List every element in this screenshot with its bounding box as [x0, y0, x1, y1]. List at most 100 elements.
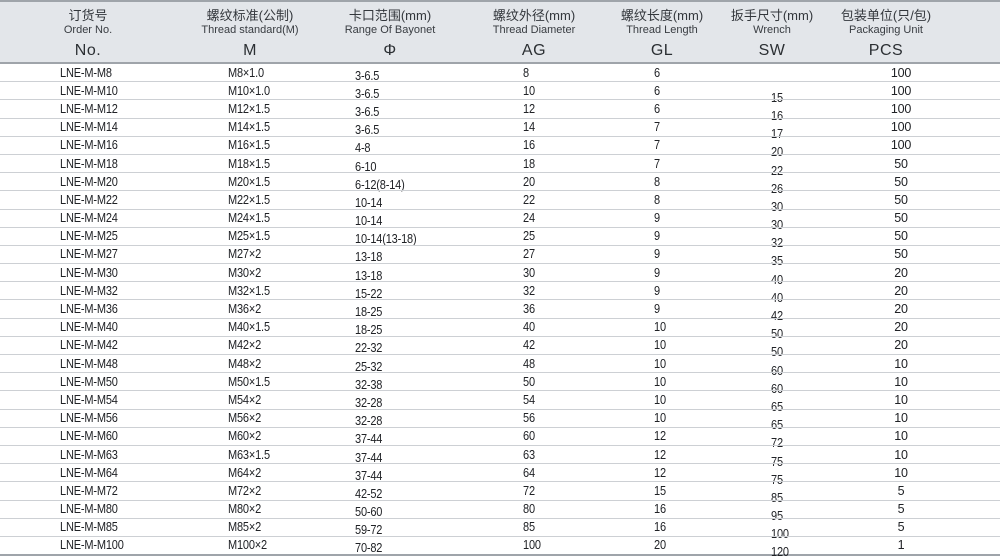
table-row: LNE-M-M56 M56×2 32-28 56 10 65 10: [0, 408, 1000, 432]
cell-packaging-unit: 100: [890, 83, 912, 98]
cell-thread-diameter: 85: [523, 520, 535, 535]
cell-packaging-unit: 50: [894, 247, 908, 262]
cell-thread-standard: M63×1.5: [228, 447, 270, 462]
cell-wrench-size: 42: [771, 309, 783, 324]
header-en-label: Range Of Bayonet: [344, 24, 436, 36]
cell-packaging-unit: 5: [897, 502, 905, 517]
cell-bayonet-range: 10-14: [355, 195, 383, 210]
cell-packaging-unit: 10: [894, 356, 908, 371]
cell-order-no: LNE-M-M32: [60, 283, 118, 298]
cell-thread-standard: M12×1.5: [228, 101, 270, 116]
cell-packaging-unit: 100: [890, 101, 912, 116]
cell-order-no: LNE-M-M85: [60, 520, 118, 535]
table-row: LNE-M-M63 M63×1.5 37-44 63 12 75 10: [0, 444, 1000, 469]
cell-bayonet-range: 42-52: [355, 486, 383, 501]
cell-bayonet-range: 3-6.5: [355, 123, 380, 138]
cell-thread-length: 9: [654, 229, 660, 244]
table-row: LNE-M-M60 M60×2 37-44 60 12 72 10: [0, 426, 1000, 450]
cell-packaging-unit: 100: [890, 138, 912, 153]
cell-thread-length: 10: [654, 374, 666, 389]
table-row: LNE-M-M24 M24×1.5 10-14 24 9 30 50: [0, 208, 1000, 232]
cell-order-no: LNE-M-M42: [60, 338, 118, 353]
cell-packaging-unit: 50: [894, 192, 908, 207]
header-zh-label: 订货号: [68, 8, 108, 23]
cell-order-no: LNE-M-M40: [60, 320, 118, 335]
cell-bayonet-range: 37-44: [355, 432, 383, 447]
cell-thread-length: 8: [654, 192, 660, 207]
cell-bayonet-range: 18-25: [355, 323, 383, 338]
cell-thread-diameter: 80: [523, 502, 535, 517]
cell-thread-length: 10: [654, 338, 666, 353]
header-code: Φ: [383, 42, 397, 59]
cell-wrench-size: 72: [771, 436, 783, 451]
cell-order-no: LNE-M-M80: [60, 502, 118, 517]
table-row: LNE-M-M10 M10×1.0 3-6.5 10 6 15 100: [0, 81, 1000, 105]
cell-order-no: LNE-M-M30: [60, 265, 118, 280]
cell-thread-length: 6: [654, 83, 660, 98]
cell-order-no: LNE-M-M60: [60, 429, 118, 444]
cell-bayonet-range: 3-6.5: [355, 86, 380, 101]
header-en-label: Thread Length: [626, 24, 698, 36]
cell-order-no: LNE-M-M50: [60, 374, 118, 389]
cell-thread-standard: M30×2: [228, 265, 262, 280]
cell-bayonet-range: 13-18: [355, 250, 383, 265]
cell-thread-diameter: 10: [523, 83, 535, 98]
cell-thread-standard: M20×1.5: [228, 174, 270, 189]
cell-order-no: LNE-M-M20: [60, 174, 118, 189]
header-code: AG: [521, 42, 547, 59]
cell-thread-diameter: 50: [523, 374, 535, 389]
table-row: LNE-M-M30 M30×2 13-18 30 9 40 20: [0, 263, 1000, 287]
cell-thread-standard: M22×1.5: [228, 192, 270, 207]
cell-thread-standard: M54×2: [228, 392, 262, 407]
table-row: LNE-M-M16 M16×1.5 4-8 16 7 20 100: [0, 135, 1000, 159]
table-row: LNE-M-M27 M27×2 13-18 27 9 35 50: [0, 244, 1000, 268]
cell-thread-diameter: 72: [523, 483, 535, 498]
cell-order-no: LNE-M-M22: [60, 192, 118, 207]
cell-thread-diameter: 27: [523, 247, 535, 262]
cell-order-no: LNE-M-M16: [60, 138, 118, 153]
cell-bayonet-range: 37-44: [355, 468, 383, 483]
cell-thread-standard: M32×1.5: [228, 283, 270, 298]
cell-order-no: LNE-M-M12: [60, 101, 118, 116]
cell-thread-standard: M25×1.5: [228, 229, 270, 244]
header-code: SW: [758, 42, 786, 59]
header-code: M: [243, 42, 257, 59]
table-row: LNE-M-M40 M40×1.5 18-25 40 10 50 20: [0, 317, 1000, 341]
cell-thread-diameter: 100: [523, 538, 541, 553]
cell-order-no: LNE-M-M100: [60, 538, 124, 553]
cell-wrench-size: 17: [771, 127, 783, 142]
cell-thread-length: 7: [654, 156, 660, 171]
cell-thread-diameter: 42: [523, 338, 535, 353]
cell-thread-length: 9: [654, 302, 660, 317]
cell-thread-standard: M56×2: [228, 411, 262, 426]
cell-thread-diameter: 24: [523, 211, 535, 226]
header-zh-label: 螺纹长度(mm): [620, 8, 704, 23]
cell-packaging-unit: 20: [894, 338, 908, 353]
header-code: PCS: [868, 42, 904, 59]
cell-order-no: LNE-M-M14: [60, 120, 118, 135]
cell-packaging-unit: 10: [894, 447, 908, 462]
cell-packaging-unit: 10: [894, 465, 908, 480]
cell-thread-standard: M14×1.5: [228, 120, 270, 135]
cell-thread-length: 20: [654, 538, 666, 553]
cell-packaging-unit: 20: [894, 320, 908, 335]
cell-order-no: LNE-M-M25: [60, 229, 118, 244]
cell-order-no: LNE-M-M36: [60, 302, 118, 317]
cell-thread-length: 7: [654, 138, 660, 153]
cell-bayonet-range: 50-60: [355, 505, 383, 520]
cell-thread-standard: M40×1.5: [228, 320, 270, 335]
cell-thread-diameter: 54: [523, 392, 535, 407]
cell-wrench-size: 35: [771, 254, 783, 269]
header-en-label: Order No.: [63, 24, 113, 36]
cell-thread-length: 16: [654, 520, 666, 535]
cell-bayonet-range: 3-6.5: [355, 68, 380, 83]
cell-wrench-size: 65: [771, 418, 783, 433]
cell-bayonet-range: 70-82: [355, 541, 383, 556]
header-en-label: Packaging Unit: [849, 24, 923, 36]
cell-thread-diameter: 12: [523, 101, 535, 116]
cell-bayonet-range: 22-32: [355, 341, 383, 356]
header-thread-diameter: 螺纹外径(mm) Thread Diameter AG: [493, 7, 576, 60]
cell-bayonet-range: 3-6.5: [355, 104, 380, 119]
table-row: LNE-M-M42 M42×2 22-32 42 10 50 20: [0, 335, 1000, 359]
cell-thread-standard: M80×2: [228, 502, 262, 517]
